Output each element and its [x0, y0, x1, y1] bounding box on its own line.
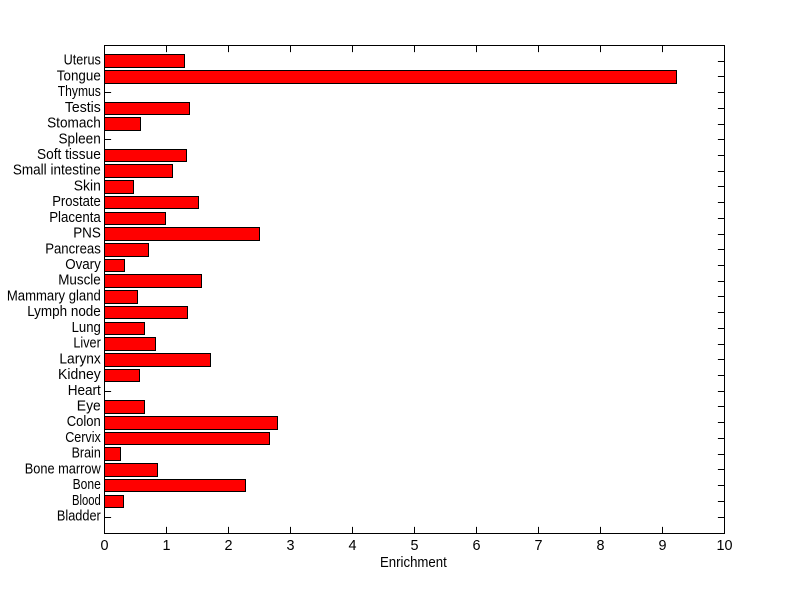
svg-text:6: 6: [472, 538, 480, 554]
svg-text:Spleen: Spleen: [59, 131, 101, 147]
svg-text:Ovary: Ovary: [65, 257, 101, 273]
svg-text:Muscle: Muscle: [58, 273, 101, 289]
svg-text:PNS: PNS: [73, 226, 101, 242]
svg-text:Eye: Eye: [77, 398, 101, 414]
svg-text:Prostate: Prostate: [52, 194, 101, 210]
svg-text:Bone: Bone: [73, 477, 101, 493]
svg-text:Bladder: Bladder: [57, 509, 101, 525]
svg-text:Cervix: Cervix: [65, 430, 101, 446]
svg-text:8: 8: [596, 538, 604, 554]
svg-text:0: 0: [100, 538, 108, 554]
svg-text:Thymus: Thymus: [58, 84, 101, 100]
svg-text:Brain: Brain: [72, 446, 101, 462]
svg-text:Tongue: Tongue: [57, 68, 101, 84]
svg-text:Stomach: Stomach: [47, 116, 101, 132]
svg-text:Enrichment: Enrichment: [380, 555, 447, 571]
svg-text:Blood: Blood: [72, 493, 101, 509]
svg-text:Pancreas: Pancreas: [45, 241, 101, 257]
svg-text:9: 9: [658, 538, 666, 554]
svg-text:3: 3: [286, 538, 294, 554]
svg-text:2: 2: [224, 538, 232, 554]
svg-text:Bone marrow: Bone marrow: [25, 461, 102, 477]
svg-text:Liver: Liver: [73, 336, 101, 352]
svg-text:Skin: Skin: [74, 178, 101, 194]
svg-text:Uterus: Uterus: [64, 53, 101, 69]
svg-text:Colon: Colon: [67, 414, 101, 430]
svg-text:7: 7: [534, 538, 542, 554]
svg-text:Larynx: Larynx: [59, 351, 101, 367]
svg-text:5: 5: [410, 538, 418, 554]
svg-text:Heart: Heart: [68, 383, 101, 399]
svg-text:Lung: Lung: [72, 320, 101, 336]
svg-text:10: 10: [716, 538, 732, 554]
svg-text:Kidney: Kidney: [58, 367, 102, 383]
svg-text:Lymph node: Lymph node: [27, 304, 101, 320]
svg-text:Soft tissue: Soft tissue: [37, 147, 101, 163]
svg-text:Mammary gland: Mammary gland: [7, 288, 101, 304]
svg-text:Testis: Testis: [65, 100, 101, 116]
svg-text:Small intestine: Small intestine: [13, 163, 101, 179]
svg-text:1: 1: [162, 538, 170, 554]
svg-text:Placenta: Placenta: [49, 210, 101, 226]
svg-text:4: 4: [348, 538, 356, 554]
